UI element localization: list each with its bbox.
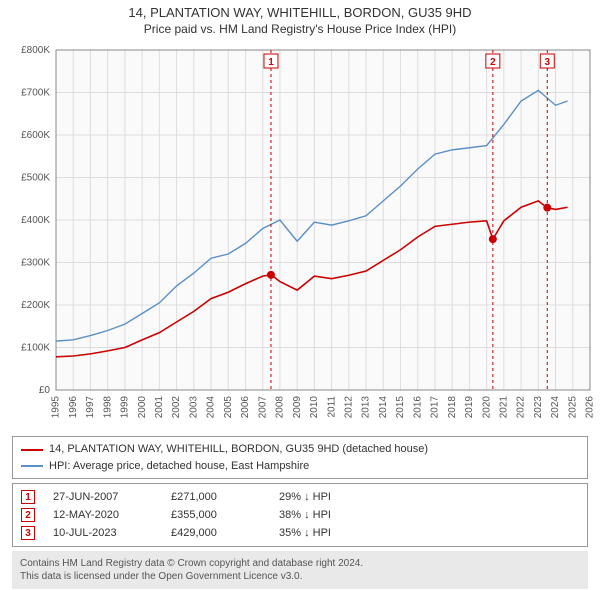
svg-text:2014: 2014 <box>378 396 389 419</box>
sale-price: £429,000 <box>171 527 261 539</box>
svg-text:£200K: £200K <box>21 300 50 311</box>
legend-label: HPI: Average price, detached house, East… <box>49 458 309 475</box>
legend-swatch <box>21 465 43 467</box>
sale-date: 27-JUN-2007 <box>53 491 153 503</box>
svg-text:1998: 1998 <box>102 396 113 419</box>
svg-text:2013: 2013 <box>361 396 372 419</box>
svg-text:2007: 2007 <box>257 396 268 419</box>
legend-row-property: 14, PLANTATION WAY, WHITEHILL, BORDON, G… <box>21 441 579 458</box>
sale-price: £271,000 <box>171 491 261 503</box>
sales-table: 1 27-JUN-2007 £271,000 29% ↓ HPI 2 12-MAY-202… <box>12 483 588 547</box>
sale-row: 3 10-JUL-2023 £429,000 35% ↓ HPI <box>21 524 579 542</box>
legend: 14, PLANTATION WAY, WHITEHILL, BORDON, G… <box>12 436 588 479</box>
svg-text:2021: 2021 <box>499 396 510 419</box>
svg-text:2015: 2015 <box>395 396 406 419</box>
sale-price: £355,000 <box>171 509 261 521</box>
sale-marker-icon: 2 <box>21 508 35 522</box>
svg-text:2020: 2020 <box>481 396 492 419</box>
svg-text:2017: 2017 <box>430 396 441 419</box>
legend-row-hpi: HPI: Average price, detached house, East… <box>21 458 579 475</box>
svg-text:2010: 2010 <box>309 396 320 419</box>
svg-text:2009: 2009 <box>292 396 303 419</box>
svg-text:£700K: £700K <box>21 88 50 99</box>
chart-area: £0 £100K £200K £300K £400K £500K £600K £700K £80… <box>0 40 600 430</box>
sale-row: 1 27-JUN-2007 £271,000 29% ↓ HPI <box>21 488 579 506</box>
sale-marker-icon: 1 <box>21 490 35 504</box>
svg-text:2016: 2016 <box>412 396 423 419</box>
svg-text:2022: 2022 <box>516 396 527 419</box>
svg-text:£300K: £300K <box>21 258 50 269</box>
svg-text:1: 1 <box>268 57 274 68</box>
sale-diff: 35% ↓ HPI <box>279 527 579 539</box>
chart-subtitle: Price paid vs. HM Land Registry's House … <box>0 20 600 40</box>
svg-text:£800K: £800K <box>21 45 50 56</box>
svg-text:2000: 2000 <box>137 396 148 419</box>
svg-text:2005: 2005 <box>223 396 234 419</box>
svg-text:2: 2 <box>490 57 496 68</box>
legend-label: 14, PLANTATION WAY, WHITEHILL, BORDON, G… <box>49 441 428 458</box>
svg-text:1995: 1995 <box>51 396 62 419</box>
svg-text:2012: 2012 <box>343 396 354 419</box>
svg-text:2018: 2018 <box>447 396 458 419</box>
chart-title: 14, PLANTATION WAY, WHITEHILL, BORDON, G… <box>0 0 600 20</box>
svg-text:2019: 2019 <box>464 396 475 419</box>
svg-text:2003: 2003 <box>188 396 199 419</box>
svg-text:£100K: £100K <box>21 343 50 354</box>
svg-text:2024: 2024 <box>550 396 561 419</box>
svg-text:2001: 2001 <box>154 396 165 419</box>
svg-text:2025: 2025 <box>567 396 578 419</box>
svg-text:2006: 2006 <box>240 396 251 419</box>
legend-swatch <box>21 449 43 451</box>
svg-text:£500K: £500K <box>21 173 50 184</box>
sale-diff: 38% ↓ HPI <box>279 509 579 521</box>
svg-text:£600K: £600K <box>21 130 50 141</box>
sale-row: 2 12-MAY-2020 £355,000 38% ↓ HPI <box>21 506 579 524</box>
svg-text:1997: 1997 <box>85 396 96 419</box>
svg-text:1999: 1999 <box>120 396 131 419</box>
copyright-line1: Contains HM Land Registry data © Crown c… <box>20 557 580 570</box>
line-chart-svg: £0 £100K £200K £300K £400K £500K £600K £700K £80… <box>0 40 600 430</box>
svg-text:1996: 1996 <box>68 396 79 419</box>
svg-text:2011: 2011 <box>326 396 337 418</box>
svg-text:£400K: £400K <box>21 215 50 226</box>
svg-text:£0: £0 <box>39 385 51 396</box>
sale-date: 12-MAY-2020 <box>53 509 153 521</box>
svg-text:2023: 2023 <box>533 396 544 419</box>
copyright: Contains HM Land Registry data © Crown c… <box>12 551 588 589</box>
svg-text:3: 3 <box>544 57 550 68</box>
copyright-line2: This data is licensed under the Open Gov… <box>20 570 580 583</box>
svg-text:2008: 2008 <box>275 396 286 419</box>
svg-text:2026: 2026 <box>585 396 596 419</box>
sale-diff: 29% ↓ HPI <box>279 491 579 503</box>
svg-text:2002: 2002 <box>171 396 182 419</box>
svg-text:2004: 2004 <box>206 396 217 419</box>
sale-date: 10-JUL-2023 <box>53 527 153 539</box>
sale-marker-icon: 3 <box>21 526 35 540</box>
